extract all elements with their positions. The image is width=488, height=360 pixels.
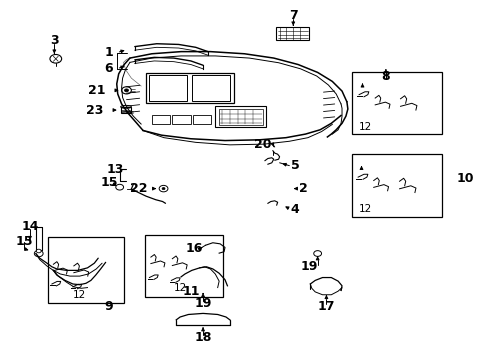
Bar xyxy=(149,75,187,101)
Bar xyxy=(146,73,233,103)
Text: 12: 12 xyxy=(358,204,371,215)
Bar xyxy=(276,27,309,40)
Text: 17: 17 xyxy=(317,300,334,313)
Text: 18: 18 xyxy=(194,330,211,343)
Text: 5: 5 xyxy=(290,159,299,172)
Text: 19: 19 xyxy=(300,260,317,273)
Bar xyxy=(219,109,262,125)
Text: 15: 15 xyxy=(15,235,33,248)
Text: 15: 15 xyxy=(100,176,118,189)
Text: 9: 9 xyxy=(104,300,113,313)
Text: 22: 22 xyxy=(130,182,148,195)
Text: 23: 23 xyxy=(85,104,103,117)
Bar xyxy=(192,115,211,124)
Text: 16: 16 xyxy=(185,242,203,255)
Text: 10: 10 xyxy=(456,172,473,185)
Bar xyxy=(121,107,131,113)
Text: 2: 2 xyxy=(299,182,307,195)
Bar xyxy=(351,72,441,134)
Text: 1: 1 xyxy=(104,46,113,59)
Bar xyxy=(48,237,123,303)
Text: 21: 21 xyxy=(88,84,105,97)
Text: 6: 6 xyxy=(104,62,113,75)
Circle shape xyxy=(162,188,164,190)
Bar xyxy=(215,106,266,127)
Text: 12: 12 xyxy=(358,122,371,132)
Bar xyxy=(144,234,222,297)
Text: 7: 7 xyxy=(288,9,297,22)
Text: 11: 11 xyxy=(182,285,199,298)
Bar xyxy=(152,115,170,124)
Text: 19: 19 xyxy=(194,297,211,310)
Text: 13: 13 xyxy=(106,163,124,176)
Circle shape xyxy=(124,89,128,92)
Text: 8: 8 xyxy=(381,69,389,82)
Text: 12: 12 xyxy=(73,291,86,301)
Text: 20: 20 xyxy=(253,138,271,150)
Text: 4: 4 xyxy=(290,203,299,216)
Circle shape xyxy=(36,249,41,253)
Text: 14: 14 xyxy=(21,220,39,233)
Bar xyxy=(351,154,441,217)
Text: 12: 12 xyxy=(173,283,186,293)
Text: 3: 3 xyxy=(50,33,59,47)
Bar xyxy=(192,75,230,101)
Bar xyxy=(172,115,190,124)
